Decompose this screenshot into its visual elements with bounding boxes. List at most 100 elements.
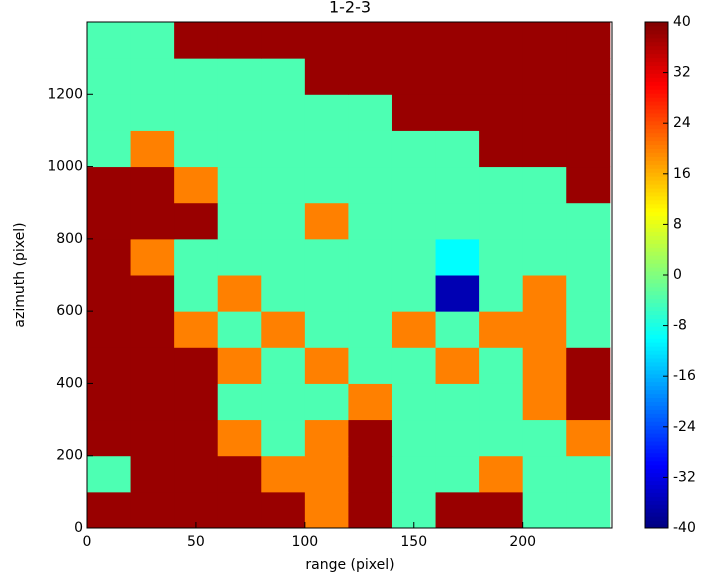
colorbar-step xyxy=(645,441,668,446)
colorbar-step xyxy=(645,267,668,272)
heatmap-cell xyxy=(217,347,262,384)
plot-frame xyxy=(86,21,613,529)
colorbar-step xyxy=(645,120,668,126)
heatmap-cell xyxy=(217,130,262,168)
heatmap-cell xyxy=(391,58,437,95)
colorbar-step xyxy=(645,203,668,209)
heatmap-cell xyxy=(391,130,437,168)
heatmap-cell xyxy=(304,238,349,276)
heatmap-cell xyxy=(435,383,480,421)
heatmap-cell xyxy=(391,275,437,312)
colorbar-step xyxy=(645,290,668,296)
heatmap-cell xyxy=(479,94,524,131)
colorbar-step xyxy=(645,116,668,122)
colorbar-step xyxy=(645,468,668,474)
colorbar-step xyxy=(645,354,668,359)
heatmap-cell xyxy=(87,166,132,204)
colorbar-step xyxy=(645,41,668,47)
colorbar-step xyxy=(645,195,668,201)
colorbar-step xyxy=(645,49,668,55)
colorbar-step xyxy=(645,57,668,63)
colorbar-step xyxy=(645,508,668,513)
heatmap-cell xyxy=(304,202,349,240)
colorbar-step xyxy=(645,318,668,323)
heatmap-cell xyxy=(261,22,306,59)
colorbar-step xyxy=(645,101,668,106)
heatmap-cell xyxy=(391,94,437,131)
colorbar-step xyxy=(645,306,668,312)
heatmap-cell xyxy=(566,94,611,131)
colorbar-step xyxy=(645,524,668,529)
heatmap-cell xyxy=(130,455,175,493)
heatmap-cell xyxy=(391,202,437,240)
heatmap-cell xyxy=(217,202,262,240)
heatmap-cell xyxy=(261,491,306,529)
colorbar-step xyxy=(645,369,668,375)
colorbar-step xyxy=(645,389,668,395)
heatmap-cell xyxy=(130,22,175,59)
heatmap-cell xyxy=(522,347,567,384)
heatmap-cell xyxy=(566,455,611,493)
heatmap-cell xyxy=(391,347,437,384)
heatmap-cell xyxy=(87,130,132,168)
heatmap-cell xyxy=(261,383,306,421)
colorbar-step xyxy=(645,361,668,367)
heatmap-cell xyxy=(87,94,132,131)
heatmap-cell xyxy=(217,58,262,95)
heatmap-cell xyxy=(174,419,219,457)
colorbar-step xyxy=(645,85,668,90)
colorbar-step xyxy=(645,219,668,225)
heatmap-cell xyxy=(130,166,175,204)
heatmap-cell xyxy=(87,238,132,276)
colorbar-step xyxy=(645,97,668,102)
heatmap-cell xyxy=(479,130,524,168)
colorbar-step xyxy=(645,448,668,454)
heatmap-cell xyxy=(479,22,524,59)
heatmap-cell xyxy=(348,202,393,240)
heatmap-cell xyxy=(130,347,175,384)
y-tick-label: 0 xyxy=(74,520,83,536)
chart-title: 1-2-3 xyxy=(329,0,371,17)
heatmap-cell xyxy=(435,130,480,168)
colorbar-step xyxy=(645,168,668,173)
colorbar-step xyxy=(645,93,668,98)
heatmap-cell xyxy=(566,491,611,529)
heatmap-cell xyxy=(261,419,306,457)
heatmap-cell xyxy=(261,311,306,348)
heatmap-cell xyxy=(522,22,567,59)
colorbar-step xyxy=(645,108,668,114)
colorbar-step xyxy=(645,156,668,161)
heatmap-cell xyxy=(261,275,306,312)
colorbar-step xyxy=(645,160,668,165)
colorbar-step xyxy=(645,342,668,347)
heatmap-cell xyxy=(217,238,262,276)
colorbar-step xyxy=(645,105,668,110)
colorbar-tick-label: -32 xyxy=(673,469,696,485)
colorbar-step xyxy=(645,334,668,339)
heatmap-cell xyxy=(304,94,349,131)
heatmap-cell xyxy=(130,419,175,457)
colorbar-step xyxy=(645,140,668,146)
heatmap-cell xyxy=(522,491,567,529)
heatmap-cell xyxy=(261,58,306,95)
heatmap-cell xyxy=(304,275,349,312)
colorbar-step xyxy=(645,144,668,149)
heatmap-cell xyxy=(566,311,611,348)
colorbar-step xyxy=(645,69,668,74)
heatmap-cell xyxy=(348,94,393,131)
heatmap-cell xyxy=(479,419,524,457)
colorbar-step xyxy=(645,33,668,39)
heatmap-cell xyxy=(566,275,611,312)
heatmap-cell xyxy=(174,455,219,493)
colorbar-step xyxy=(645,45,668,51)
colorbar-step xyxy=(645,425,668,430)
colorbar-step xyxy=(645,275,668,280)
heatmap-cell xyxy=(130,311,175,348)
heatmap-cell xyxy=(435,238,480,276)
colorbar-step xyxy=(645,456,668,462)
x-tick-label: 50 xyxy=(187,534,205,550)
heatmap-cell xyxy=(174,383,219,421)
heatmap-cell xyxy=(87,275,132,312)
heatmap-cell xyxy=(304,22,349,59)
